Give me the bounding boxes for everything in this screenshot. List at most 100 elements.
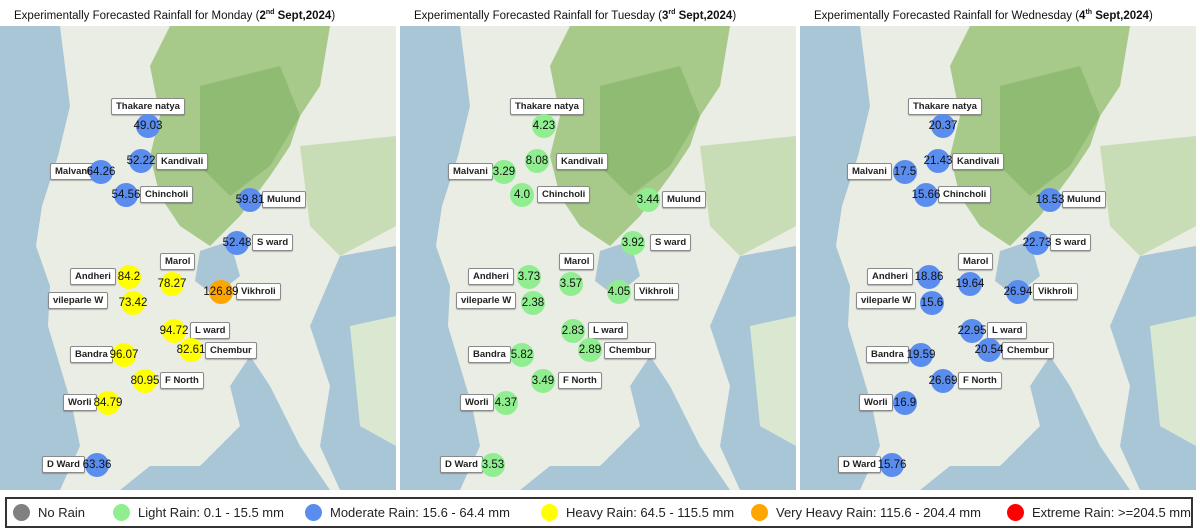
station-label-vileparle-w: vileparle W: [456, 292, 517, 309]
rainfall-value-vikhroli: 4.05: [607, 286, 631, 298]
rainfall-marker-andheri[interactable]: [517, 265, 541, 289]
rainfall-marker-chembur[interactable]: [578, 338, 602, 362]
rainfall-marker-d-ward[interactable]: [880, 453, 904, 477]
rainfall-marker-marol[interactable]: [160, 272, 184, 296]
rainfall-marker-l-ward[interactable]: [162, 319, 186, 343]
rainfall-value-marol: 3.57: [559, 278, 583, 290]
station-label-thakare-natya: Thakare natya: [510, 98, 584, 115]
rainfall-marker-kandivali[interactable]: [525, 149, 549, 173]
rainfall-marker-d-ward[interactable]: [85, 453, 109, 477]
rainfall-marker-chembur[interactable]: [977, 338, 1001, 362]
rainfall-marker-s-ward[interactable]: [1025, 231, 1049, 255]
rainfall-value-mulund: 18.53: [1035, 194, 1065, 206]
rainfall-marker-thakare-natya[interactable]: [931, 114, 955, 138]
rainfall-value-bandra: 19.59: [906, 349, 936, 361]
rainfall-marker-worli[interactable]: [494, 391, 518, 415]
rainfall-value-chembur: 20.54: [974, 344, 1004, 356]
rainfall-marker-kandivali[interactable]: [129, 149, 153, 173]
rainfall-marker-chincholi[interactable]: [914, 183, 938, 207]
station-label-vikhroli: Vikhroli: [236, 283, 281, 300]
hills-east: [700, 136, 796, 256]
rainfall-marker-mulund[interactable]: [238, 188, 262, 212]
station-label-chembur: Chembur: [205, 342, 257, 359]
rainfall-value-s-ward: 3.92: [621, 237, 645, 249]
rainfall-marker-malvani[interactable]: [893, 160, 917, 184]
rainfall-value-marol: 78.27: [157, 278, 187, 290]
rainfall-marker-f-north[interactable]: [531, 369, 555, 393]
panel-title: Experimentally Forecasted Rainfall for M…: [0, 0, 396, 26]
rainfall-value-vileparle-w: 2.38: [521, 297, 545, 309]
rainfall-marker-andheri[interactable]: [117, 265, 141, 289]
rainfall-marker-worli[interactable]: [893, 391, 917, 415]
station-label-d-ward: D Ward: [42, 456, 85, 473]
rainfall-marker-marol[interactable]: [958, 272, 982, 296]
rainfall-marker-vileparle-w[interactable]: [920, 291, 944, 315]
legend-item-heavy: Heavy Rain: 64.5 - 115.5 mm: [541, 504, 734, 521]
station-label-bandra: Bandra: [70, 346, 113, 363]
map-panel-2: Experimentally Forecasted Rainfall for T…: [400, 0, 796, 490]
rainfall-marker-andheri[interactable]: [917, 265, 941, 289]
rainfall-marker-mulund[interactable]: [1038, 188, 1062, 212]
legend-label: Extreme Rain: >=204.5 mm: [1032, 505, 1191, 520]
rainfall-marker-f-north[interactable]: [133, 369, 157, 393]
forest-core: [600, 66, 700, 196]
rainfall-marker-bandra[interactable]: [510, 343, 534, 367]
rainfall-value-worli: 4.37: [494, 397, 518, 409]
rainfall-marker-f-north[interactable]: [931, 369, 955, 393]
rainfall-marker-mulund[interactable]: [636, 188, 660, 212]
rainfall-marker-vileparle-w[interactable]: [521, 291, 545, 315]
rainfall-marker-marol[interactable]: [559, 272, 583, 296]
lake: [995, 241, 1040, 296]
rainfall-marker-chembur[interactable]: [179, 338, 203, 362]
legend-swatch: [1007, 504, 1024, 521]
station-label-mulund: Mulund: [262, 191, 306, 208]
rainfall-value-andheri: 84.2: [117, 271, 141, 283]
rainfall-marker-d-ward[interactable]: [481, 453, 505, 477]
rainfall-value-mulund: 59.81: [235, 194, 265, 206]
rainfall-value-marol: 19.64: [955, 278, 985, 290]
rainfall-value-l-ward: 22.95: [957, 325, 987, 337]
rainfall-marker-vikhroli[interactable]: [607, 280, 631, 304]
rainfall-marker-kandivali[interactable]: [926, 149, 950, 173]
rainfall-marker-bandra[interactable]: [112, 343, 136, 367]
station-label-mulund: Mulund: [1062, 191, 1106, 208]
rainfall-value-worli: 16.9: [893, 397, 917, 409]
rainfall-marker-chincholi[interactable]: [510, 183, 534, 207]
basemap[interactable]: [0, 26, 396, 490]
rainfall-value-d-ward: 3.53: [481, 459, 505, 471]
rainfall-value-f-north: 80.95: [130, 375, 160, 387]
rainfall-value-kandivali: 21.43: [923, 155, 953, 167]
rainfall-marker-chincholi[interactable]: [114, 183, 138, 207]
basemap[interactable]: [400, 26, 796, 490]
rainfall-marker-vikhroli[interactable]: [1006, 280, 1030, 304]
station-label-vikhroli: Vikhroli: [634, 283, 679, 300]
legend-item-extreme: Extreme Rain: >=204.5 mm: [1007, 504, 1191, 521]
rainfall-marker-s-ward[interactable]: [621, 231, 645, 255]
station-label-f-north: F North: [558, 372, 602, 389]
rainfall-marker-thakare-natya[interactable]: [136, 114, 160, 138]
station-label-vileparle-w: vileparle W: [856, 292, 917, 309]
rainfall-marker-vileparle-w[interactable]: [121, 291, 145, 315]
rainfall-marker-s-ward[interactable]: [225, 231, 249, 255]
legend-swatch: [113, 504, 130, 521]
station-label-worli: Worli: [63, 394, 97, 411]
rainfall-marker-l-ward[interactable]: [960, 319, 984, 343]
rainfall-value-vileparle-w: 73.42: [118, 297, 148, 309]
hills-east: [1100, 136, 1196, 256]
rainfall-marker-malvani[interactable]: [492, 160, 516, 184]
basemap[interactable]: [800, 26, 1196, 490]
hills-east: [300, 136, 396, 256]
rainfall-marker-l-ward[interactable]: [561, 319, 585, 343]
rainfall-value-f-north: 3.49: [531, 375, 555, 387]
rainfall-marker-vikhroli[interactable]: [209, 280, 233, 304]
rainfall-marker-worli[interactable]: [96, 391, 120, 415]
station-label-kandivali: Kandivali: [952, 153, 1005, 170]
rainfall-value-bandra: 5.82: [510, 349, 534, 361]
rainfall-value-s-ward: 22.73: [1022, 237, 1052, 249]
station-label-l-ward: L ward: [987, 322, 1028, 339]
station-label-chincholi: Chincholi: [938, 186, 992, 203]
rainfall-marker-bandra[interactable]: [909, 343, 933, 367]
rainfall-marker-malvani[interactable]: [89, 160, 113, 184]
rainfall-marker-thakare-natya[interactable]: [532, 114, 556, 138]
station-label-chincholi: Chincholi: [140, 186, 194, 203]
